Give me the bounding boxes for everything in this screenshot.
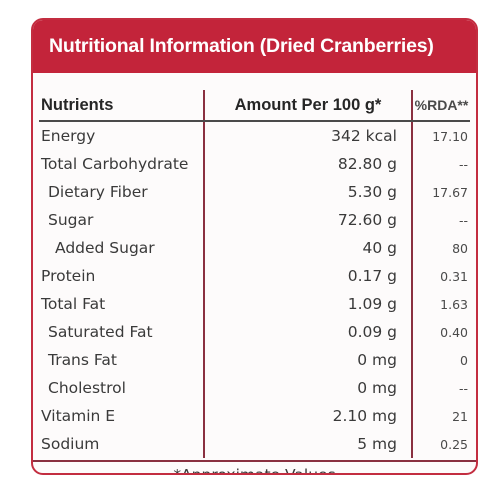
nutrient-name: Sodium (41, 435, 100, 453)
nutrient-name: Added Sugar (55, 239, 155, 257)
header-rda: %RDA** (412, 90, 470, 122)
nutrient-amount: 1.09 g (203, 290, 413, 318)
nutrient-amount: 0 mg (203, 374, 413, 402)
nutrient-amount: 0 mg (203, 346, 413, 374)
nutrient-rda: 21 (452, 408, 468, 424)
nutrient-name: Dietary Fiber (48, 183, 148, 201)
nutrient-name: Total Carbohydrate (41, 155, 189, 173)
table-row-sugar: Sugar 72.60 g -- (39, 206, 470, 234)
nutrient-rda: -- (458, 156, 468, 172)
table-row-cholestrol: Cholestrol 0 mg -- (39, 374, 470, 402)
nutrient-amount: 0.17 g (203, 262, 413, 290)
nutrient-rda: 80 (452, 240, 468, 256)
nutrient-name: Total Fat (41, 295, 106, 313)
table-row-protein: Protein 0.17 g 0.31 (39, 262, 470, 290)
table-row-dietary-fiber: Dietary Fiber 5.30 g 17.67 (39, 178, 470, 206)
nutrient-name: Energy (41, 127, 96, 145)
nutrient-amount: 82.80 g (203, 150, 413, 178)
nutrient-rda: 1.63 (440, 296, 468, 312)
nutrient-rda: 17.10 (432, 128, 468, 144)
table-header-row: Nutrients Amount Per 100 g* %RDA** (39, 90, 470, 122)
nutrient-amount: 5.30 g (203, 178, 413, 206)
footnote: *Approximate Values (173, 466, 336, 475)
nutrient-rda: 0 (460, 352, 468, 368)
nutrient-amount: 0.09 g (203, 318, 413, 346)
nutrient-name: Protein (41, 267, 96, 285)
header-amount: Amount Per 100 g* (203, 90, 413, 122)
table-row-total-carbohydrate: Total Carbohydrate 82.80 g -- (39, 150, 470, 178)
nutrient-name: Trans Fat (48, 351, 117, 369)
nutrient-rda: -- (458, 212, 468, 228)
nutrition-panel: Nutritional Information (Dried Cranberri… (31, 18, 478, 475)
nutrient-name: Sugar (48, 211, 94, 229)
header-nutrients: Nutrients (39, 90, 204, 122)
nutrient-name: Saturated Fat (48, 323, 153, 341)
table-row-total-fat: Total Fat 1.09 g 1.63 (39, 290, 470, 318)
table-row-energy: Energy 342 kcal 17.10 (39, 121, 470, 150)
nutrient-rda: -- (458, 380, 468, 396)
panel-title: Nutritional Information (Dried Cranberri… (33, 20, 476, 73)
nutrient-rda: 17.67 (432, 184, 468, 200)
nutrient-amount: 2.10 mg (203, 402, 413, 430)
nutrition-table: Nutrients Amount Per 100 g* %RDA** Energ… (39, 90, 470, 458)
nutrient-amount: 5 mg (203, 430, 413, 458)
table-row-added-sugar: Added Sugar 40 g 80 (39, 234, 470, 262)
table-row-sodium: Sodium 5 mg 0.25 (39, 430, 470, 458)
nutrient-amount: 342 kcal (203, 121, 413, 150)
nutrient-name: Vitamin E (41, 407, 116, 425)
table-row-vitamin-e: Vitamin E 2.10 mg 21 (39, 402, 470, 430)
nutrient-amount: 40 g (203, 234, 413, 262)
table-row-saturated-fat: Saturated Fat 0.09 g 0.40 (39, 318, 470, 346)
table-row-trans-fat: Trans Fat 0 mg 0 (39, 346, 470, 374)
nutrient-name: Cholestrol (48, 379, 126, 397)
nutrient-amount: 72.60 g (203, 206, 413, 234)
nutrient-rda: 0.25 (440, 436, 468, 452)
nutrient-rda: 0.31 (440, 268, 468, 284)
footer-divider (33, 460, 476, 462)
nutrient-rda: 0.40 (440, 324, 468, 340)
